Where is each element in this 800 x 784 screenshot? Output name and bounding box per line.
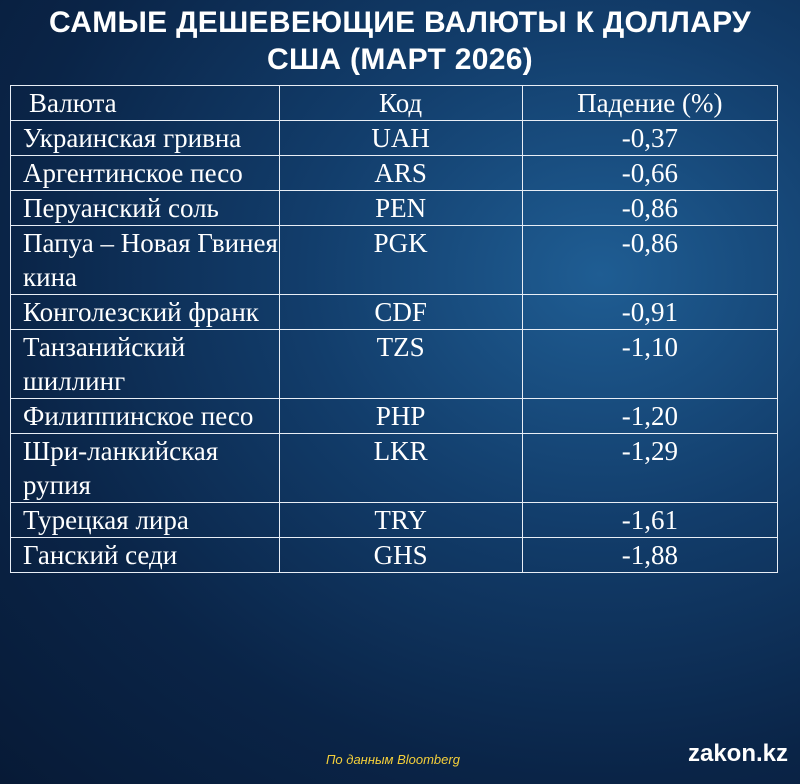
currency-name: Шри-ланкийская рупия [10,433,280,503]
brand-logo[interactable]: zakon.kz [687,740,788,767]
table-row: Шри-ланкийская рупия LKR -1,29 [10,433,779,503]
currency-drop: -0,86 [521,190,779,226]
currency-code: TZS [278,329,523,399]
currency-code: LKR [278,433,523,503]
currency-code: TRY [278,502,523,538]
currency-code: GHS [278,537,523,573]
page-title: САМЫЕ ДЕШЕВЕЮЩИЕ ВАЛЮТЫ К ДОЛЛАРУ США (М… [0,4,800,78]
page-title-line-2: США (МАРТ 2026) [267,43,533,76]
currency-drop: -1,88 [521,537,779,573]
currency-name: Украинская гривна [10,120,280,156]
table-row: Филиппинское песо PHP -1,20 [10,398,779,434]
currency-table: Валюта Код Падение (%) Украинская гривна… [10,85,779,573]
table-row: Турецкая лира TRY -1,61 [10,502,779,538]
currency-code: PEN [278,190,523,226]
currency-drop: -0,37 [521,120,779,156]
currency-name: Ганский седи [10,537,280,573]
currency-name: Конголезский франк [10,294,280,330]
table-row: Папуа – Новая Гвинея кина PGK -0,86 [10,225,779,295]
currency-drop: -1,61 [521,502,779,538]
table-row: Аргентинское песо ARS -0,66 [10,155,779,191]
currency-name: Аргентинское песо [10,155,280,191]
currency-code: ARS [278,155,523,191]
table-row: Ганский седи GHS -1,88 [10,537,779,573]
currency-drop: -0,86 [521,225,779,295]
page-title-line-1: САМЫЕ ДЕШЕВЕЮЩИЕ ВАЛЮТЫ К ДОЛЛАРУ [49,6,751,39]
currency-name: Турецкая лира [10,502,280,538]
currency-code: PGK [278,225,523,295]
currency-drop: -1,20 [521,398,779,434]
currency-drop: -0,66 [521,155,779,191]
currency-name: Перуанский соль [10,190,280,226]
table-row: Танзанийский шиллинг TZS -1,10 [10,329,779,399]
table-row: Конголезский франк CDF -0,91 [10,294,779,330]
table-header-row: Валюта Код Падение (%) [10,85,779,121]
header-drop: Падение (%) [521,85,779,121]
currency-code: CDF [278,294,523,330]
currency-drop: -1,10 [521,329,779,399]
table-row: Перуанский соль PEN -0,86 [10,190,779,226]
source-note: По данным Bloomberg [326,752,460,767]
header-currency: Валюта [10,85,280,121]
table-row: Украинская гривна UAH -0,37 [10,120,779,156]
currency-code: UAH [278,120,523,156]
currency-drop: -0,91 [521,294,779,330]
currency-code: PHP [278,398,523,434]
header-code: Код [278,85,523,121]
currency-name: Танзанийский шиллинг [10,329,280,399]
currency-drop: -1,29 [521,433,779,503]
currency-name: Папуа – Новая Гвинея кина [10,225,280,295]
currency-name: Филиппинское песо [10,398,280,434]
